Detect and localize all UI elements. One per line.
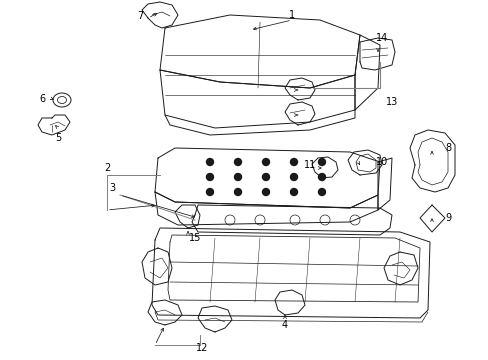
Text: 10: 10 (375, 157, 387, 167)
Text: 11: 11 (303, 160, 315, 170)
Text: 8: 8 (444, 143, 450, 153)
Text: 2: 2 (103, 163, 110, 173)
Text: 14: 14 (375, 33, 387, 43)
Text: 7: 7 (137, 11, 143, 21)
Text: 5: 5 (55, 133, 61, 143)
Text: 1: 1 (288, 10, 294, 20)
Circle shape (290, 189, 297, 195)
Text: 3: 3 (109, 183, 115, 193)
Text: 6: 6 (39, 94, 45, 104)
Circle shape (206, 189, 213, 195)
Circle shape (318, 174, 325, 180)
Circle shape (234, 158, 241, 166)
Text: 9: 9 (444, 213, 450, 223)
Circle shape (318, 158, 325, 166)
Circle shape (290, 158, 297, 166)
Circle shape (206, 174, 213, 180)
Circle shape (234, 174, 241, 180)
Text: 15: 15 (188, 233, 201, 243)
Circle shape (262, 189, 269, 195)
Circle shape (318, 189, 325, 195)
Circle shape (290, 174, 297, 180)
Text: 12: 12 (195, 343, 208, 353)
Circle shape (262, 174, 269, 180)
Text: 4: 4 (282, 320, 287, 330)
Circle shape (262, 158, 269, 166)
Circle shape (234, 189, 241, 195)
Circle shape (206, 158, 213, 166)
Text: 13: 13 (385, 97, 397, 107)
